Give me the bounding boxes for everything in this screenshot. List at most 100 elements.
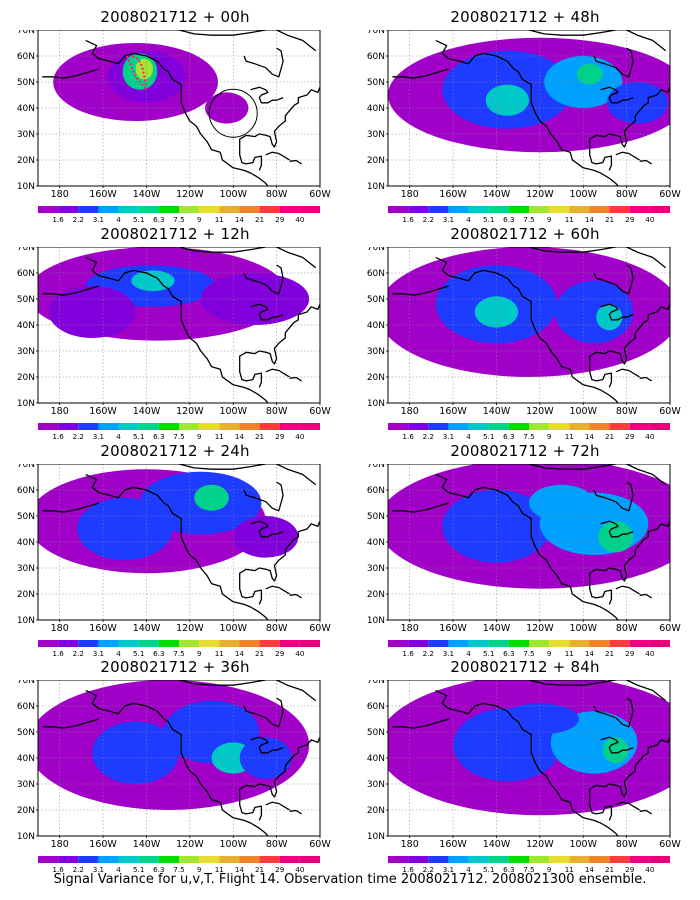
lon-tick-label: 160W: [89, 189, 117, 200]
lat-tick-label: 70N: [17, 247, 35, 253]
colorbar-label: 6.3: [153, 215, 164, 224]
colorbar-swatch: [569, 206, 590, 213]
highlight-circle: [208, 88, 258, 138]
lon-tick-label: 60W: [659, 406, 681, 417]
colorbar-swatch: [219, 423, 240, 430]
lat-tick-label: 10N: [17, 399, 35, 409]
coastline: [85, 39, 269, 186]
coastline: [239, 144, 263, 171]
colorbar-swatch: [118, 206, 139, 213]
coastline: [589, 144, 613, 171]
colorbar-label: 40: [295, 432, 305, 441]
lon-tick-label: 120W: [176, 189, 204, 200]
colorbar-swatch: [408, 856, 429, 863]
colorbar-label: 21: [605, 215, 614, 224]
lon-tick-label: 100W: [569, 189, 597, 200]
lat-tick-label: 40N: [367, 104, 385, 114]
lat-tick-label: 40N: [17, 321, 35, 331]
variance-map: 70N 60N 50N 40N 30N 20N 10N 180 160W 140W 120W 100W…: [17, 247, 331, 441]
colorbar-swatch: [239, 640, 260, 647]
colorbar-label: 5.1: [483, 865, 494, 874]
coastline: [639, 593, 652, 599]
coastline: [239, 520, 320, 582]
colorbar-label: 1.6: [402, 865, 414, 874]
colorbar-swatch: [448, 856, 469, 863]
colorbar-swatch: [279, 206, 300, 213]
colorbar-swatch: [259, 856, 280, 863]
coastline: [626, 464, 667, 486]
lat-tick-label: 50N: [367, 78, 385, 88]
colorbar-swatch: [609, 423, 630, 430]
lon-tick-label: 60W: [309, 189, 331, 200]
colorbar-swatch: [279, 640, 300, 647]
coastline: [589, 578, 613, 605]
coastline: [626, 30, 667, 52]
colorbar-swatch: [239, 423, 260, 430]
coastline: [178, 464, 266, 470]
coastline: [276, 680, 317, 702]
panel-12h: 2008021712 + 12h 70N 60N 50N 40N 30N 20N 10N 18…: [10, 225, 340, 443]
colorbar-label: 9: [197, 865, 202, 874]
variance-map: 70N 60N 50N 40N 30N 20N 10N 180 160W 140W 120W 100W…: [17, 30, 331, 224]
lat-tick-label: 60N: [367, 702, 385, 712]
colorbar-swatch: [488, 206, 509, 213]
colorbar-swatch: [529, 206, 550, 213]
colorbar-swatch: [589, 423, 610, 430]
colorbar-label: 5.1: [133, 649, 144, 658]
lon-tick-label: 140W: [133, 623, 161, 634]
colorbar-label: 14: [585, 432, 595, 441]
colorbar-label: 6.3: [503, 215, 514, 224]
colorbar-label: 4: [116, 215, 121, 224]
colorbar-label: 21: [255, 432, 264, 441]
colorbar-label: 21: [605, 649, 614, 658]
lat-tick-label: 30N: [17, 130, 35, 140]
coastline: [42, 285, 99, 296]
coastline: [239, 361, 263, 388]
lon-tick-label: 120W: [176, 839, 204, 850]
colorbar-label: 1.6: [52, 432, 64, 441]
variance-contour: [135, 58, 153, 80]
colorbar-label: 2.2: [73, 432, 84, 441]
variance-contour: [200, 273, 310, 325]
colorbar-label: 4: [116, 865, 121, 874]
lat-tick-label: 50N: [17, 728, 35, 738]
colorbar-swatch: [78, 640, 99, 647]
colorbar-label: 29: [275, 432, 285, 441]
colorbar-label: 4: [466, 432, 471, 441]
colorbar-swatch: [138, 423, 159, 430]
colorbar-label: 7.5: [523, 432, 534, 441]
colorbar-swatch: [199, 423, 220, 430]
coastline: [615, 151, 640, 161]
coastline: [589, 794, 613, 821]
lon-tick-label: 160W: [439, 623, 467, 634]
coastline: [250, 303, 284, 321]
colorbar-swatch: [649, 856, 670, 863]
lon-tick-label: 100W: [569, 406, 597, 417]
lon-tick-label: 140W: [483, 623, 511, 634]
colorbar-swatch: [569, 423, 590, 430]
colorbar-swatch: [508, 640, 529, 647]
colorbar-label: 1.6: [402, 215, 414, 224]
variance-contour: [92, 721, 179, 784]
colorbar-swatch: [468, 423, 489, 430]
colorbar-swatch: [629, 640, 650, 647]
coastline: [239, 794, 263, 821]
coastline: [289, 809, 302, 815]
coastline: [528, 464, 616, 470]
colorbar-swatch: [488, 423, 509, 430]
colorbar-label: 11: [215, 649, 224, 658]
variance-contour: [48, 286, 136, 338]
colorbar-swatch: [179, 640, 200, 647]
variance-map: 70N 60N 50N 40N 30N 20N 10N 180 160W 140W 120W 100W…: [17, 680, 331, 874]
coastline: [178, 247, 266, 253]
colorbar-label: 3.1: [93, 432, 104, 441]
colorbar-swatch: [388, 856, 409, 863]
colorbar-label: 1.6: [52, 865, 64, 874]
variance-map: 70N 60N 50N 40N 30N 20N 10N 180 160W 140W 120W 100W…: [17, 464, 331, 658]
colorbar-swatch: [118, 423, 139, 430]
coastline: [593, 697, 634, 728]
variance-contour: [607, 82, 668, 124]
lat-tick-label: 50N: [367, 295, 385, 305]
colorbar-swatch: [58, 206, 79, 213]
coastline: [435, 256, 619, 403]
